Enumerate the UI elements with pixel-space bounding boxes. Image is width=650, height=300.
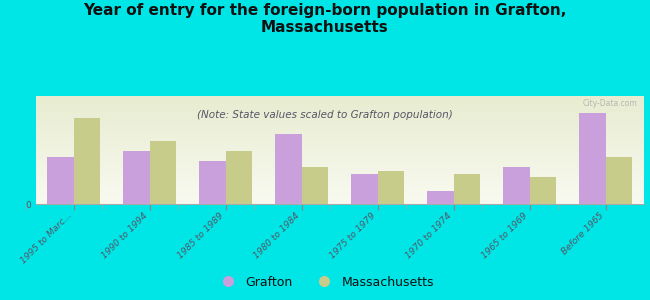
Bar [275,134,302,204]
Bar [226,151,252,204]
Bar [73,118,100,204]
Bar [503,167,530,204]
Bar [378,171,404,204]
Text: City-Data.com: City-Data.com [582,99,638,108]
Legend: Grafton, Massachusetts: Grafton, Massachusetts [211,271,439,294]
Bar [123,151,150,204]
Bar [302,167,328,204]
Text: Year of entry for the foreign-born population in Grafton,
Massachusetts: Year of entry for the foreign-born popul… [83,3,567,35]
Bar [427,191,454,204]
Bar [199,161,226,204]
Bar [47,158,73,204]
Bar [150,141,176,204]
Bar [351,174,378,204]
Bar [530,177,556,204]
Bar [579,112,606,204]
Text: (Note: State values scaled to Grafton population): (Note: State values scaled to Grafton po… [197,110,453,119]
Bar [454,174,480,204]
Bar [606,158,632,204]
